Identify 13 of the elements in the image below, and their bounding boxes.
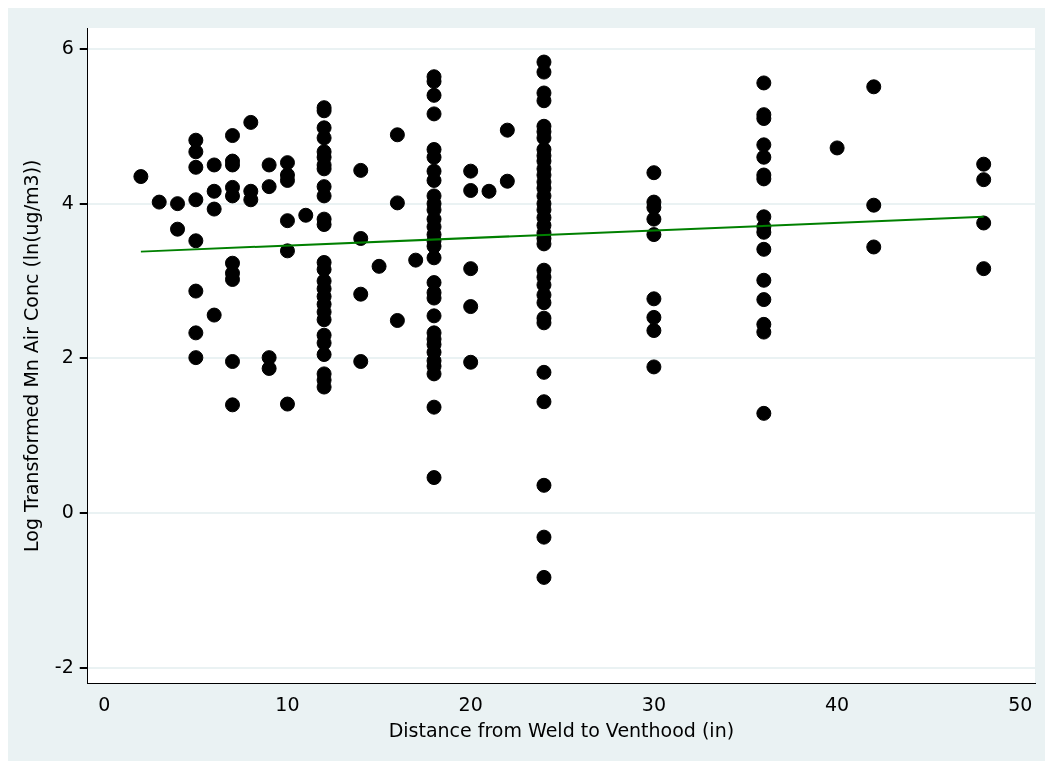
- y-tick-label: 6: [61, 35, 74, 58]
- x-tick-label: 10: [275, 692, 300, 715]
- x-axis-title: Distance from Weld to Venthood (in): [388, 718, 735, 741]
- x-tick-label: 20: [458, 692, 483, 715]
- y-tick-label: -2: [54, 654, 74, 677]
- y-axis-title: Log Transformed Mn Air Conc (ln(ug/m3)): [20, 159, 43, 552]
- x-tick-label: 0: [98, 692, 111, 715]
- y-tick-label: 2: [61, 345, 74, 368]
- y-tick-label: 0: [61, 500, 74, 523]
- x-tick-label: 50: [1008, 692, 1033, 715]
- y-tick-label: 4: [61, 190, 74, 213]
- x-tick-label: 40: [825, 692, 850, 715]
- x-tick-label: 30: [641, 692, 666, 715]
